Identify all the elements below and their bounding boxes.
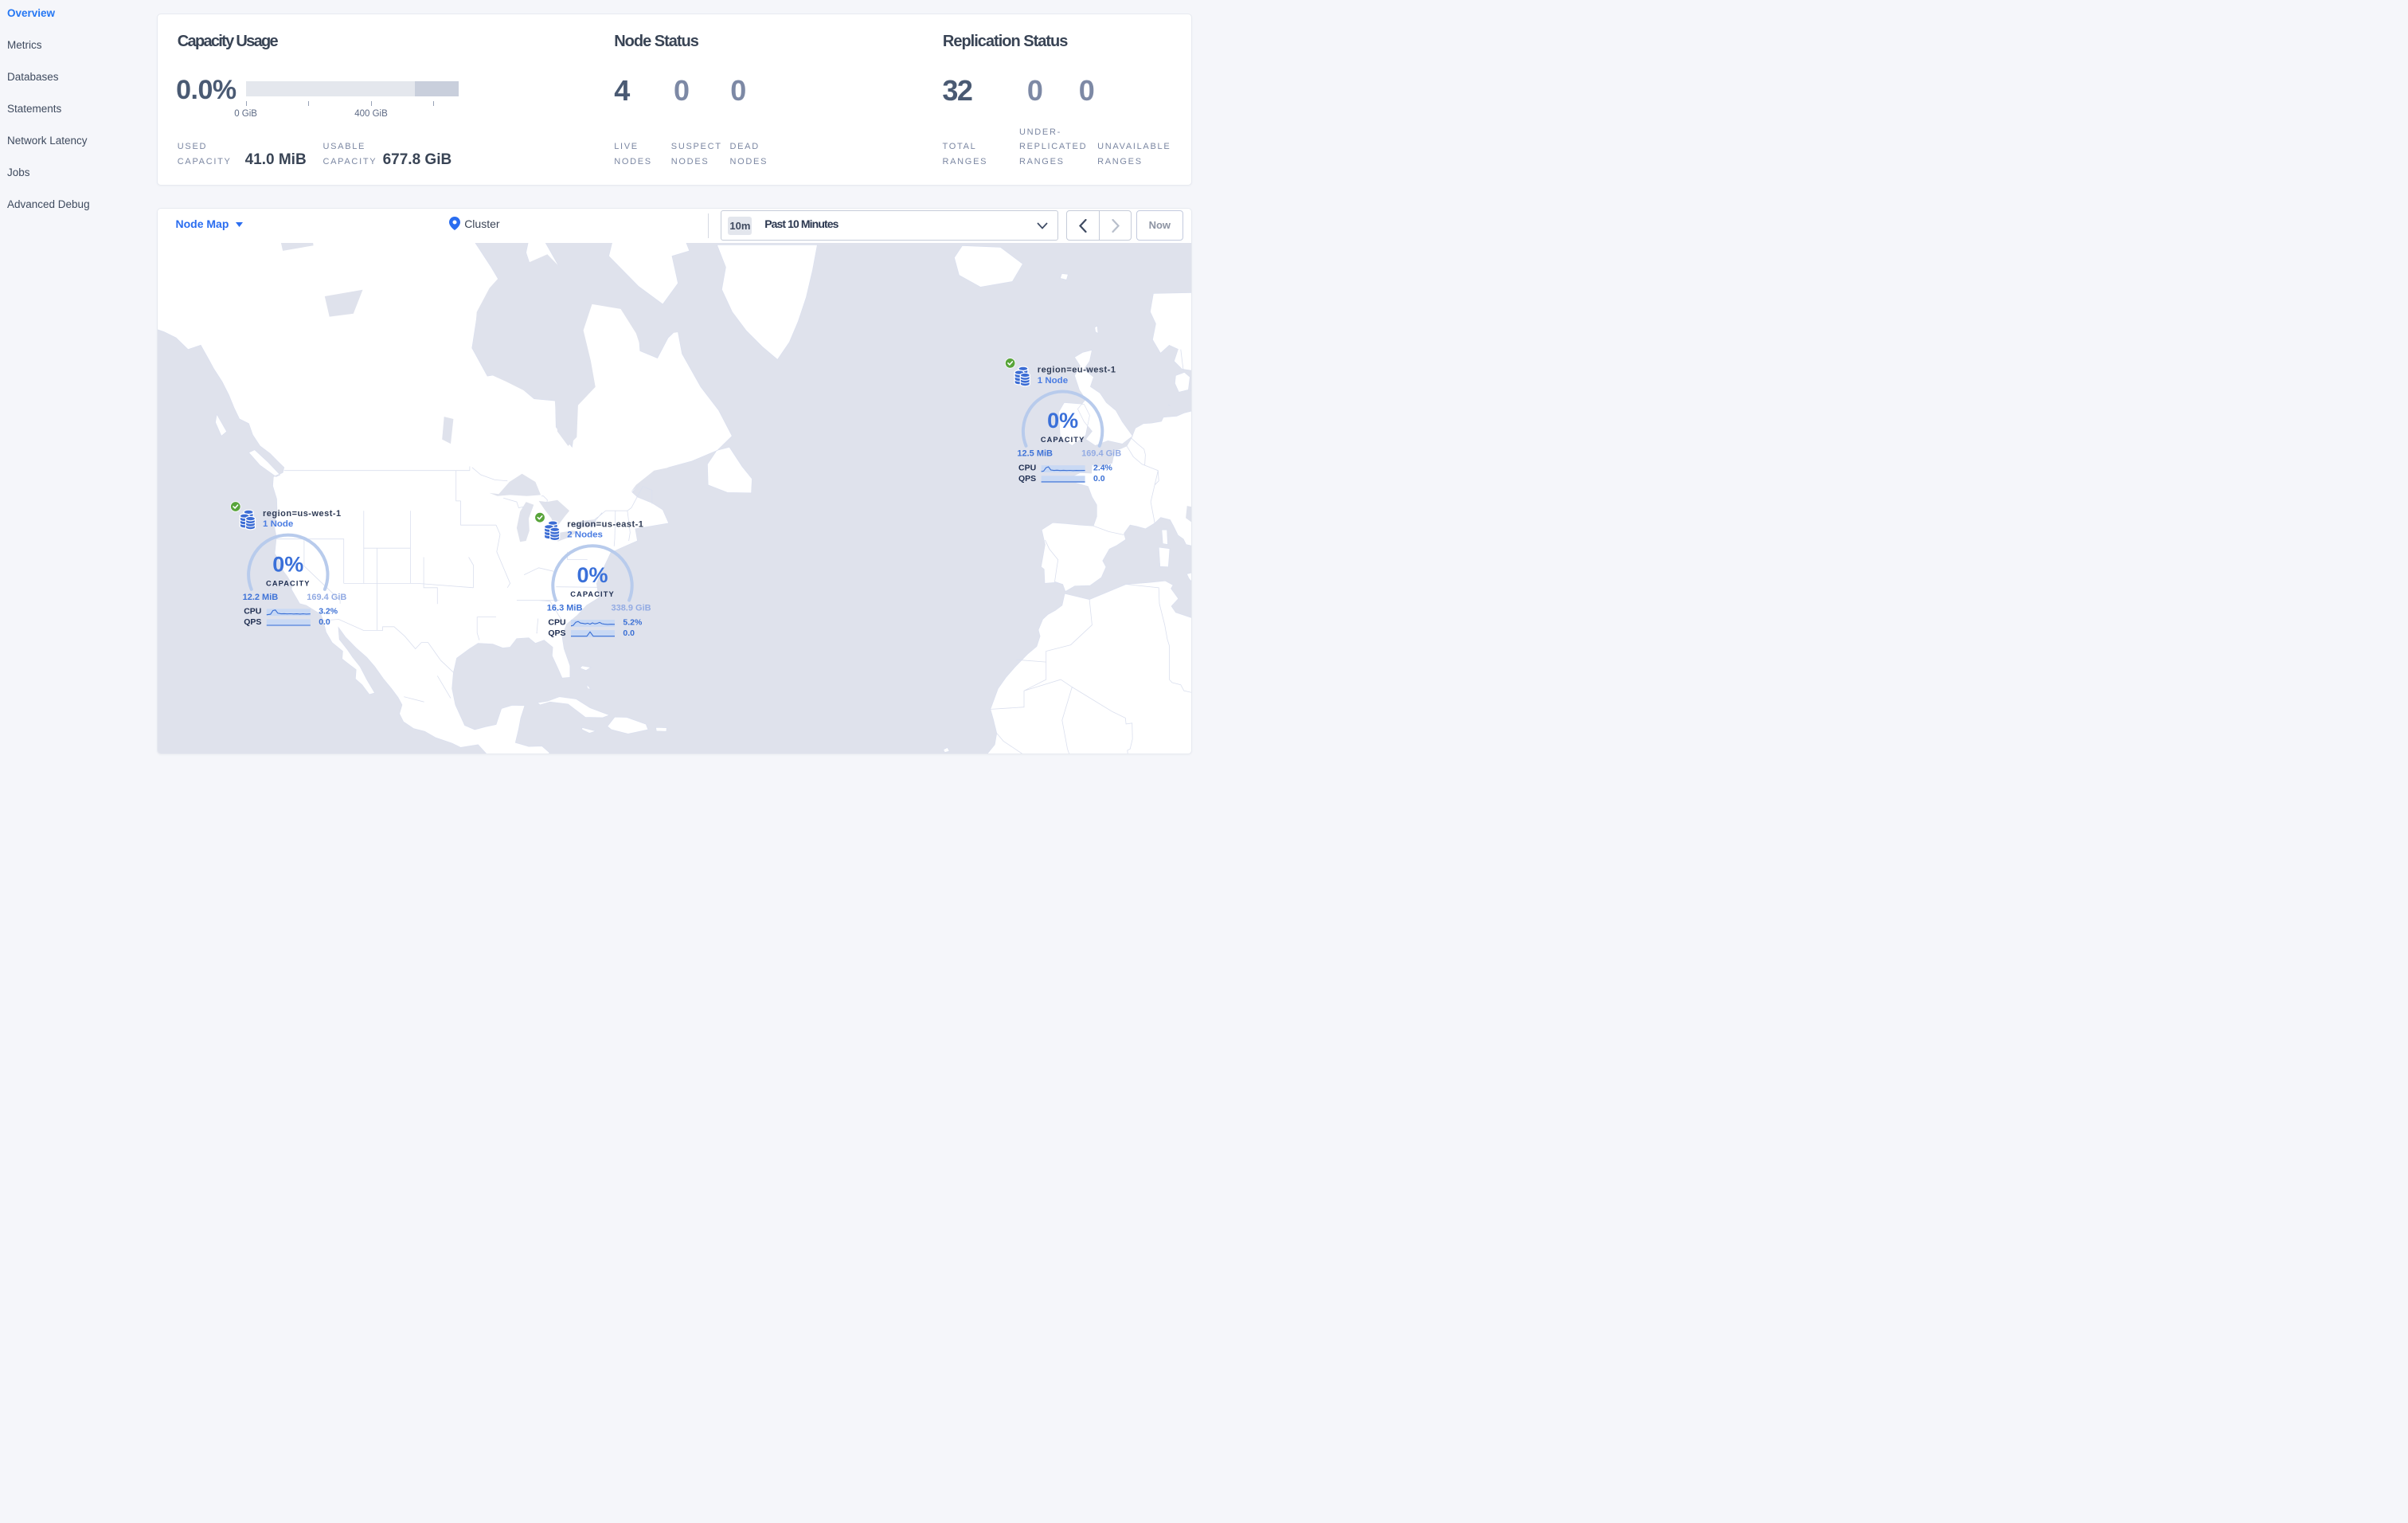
svg-text:0%: 0% (577, 562, 608, 586)
svg-text:region=us-west-1: region=us-west-1 (263, 508, 342, 518)
svg-text:3.2%: 3.2% (319, 607, 338, 616)
svg-text:16.3 MiB: 16.3 MiB (546, 603, 582, 613)
svg-text:338.9 GiB: 338.9 GiB (611, 603, 651, 613)
svg-text:QPS: QPS (548, 628, 565, 637)
svg-text:QPS: QPS (1018, 475, 1036, 484)
svg-text:169.4 GiB: 169.4 GiB (1081, 448, 1121, 458)
svg-text:CPU: CPU (1018, 464, 1036, 472)
svg-text:QPS: QPS (244, 618, 261, 627)
svg-text:region=eu-west-1: region=eu-west-1 (1037, 365, 1116, 374)
svg-text:0.0: 0.0 (319, 618, 330, 627)
svg-text:5.2%: 5.2% (623, 618, 643, 627)
svg-text:0%: 0% (272, 552, 303, 576)
svg-text:1 Node: 1 Node (263, 519, 293, 528)
svg-text:1 Node: 1 Node (1037, 375, 1067, 385)
svg-text:CAPACITY: CAPACITY (1040, 436, 1085, 444)
svg-text:169.4 GiB: 169.4 GiB (307, 592, 346, 601)
svg-text:CAPACITY: CAPACITY (266, 579, 311, 587)
svg-text:0.0: 0.0 (623, 628, 635, 637)
svg-text:region=us-east-1: region=us-east-1 (567, 519, 643, 529)
svg-text:CPU: CPU (244, 607, 261, 616)
svg-text:0%: 0% (1047, 409, 1078, 433)
svg-text:2 Nodes: 2 Nodes (567, 530, 603, 539)
svg-text:0.0: 0.0 (1093, 475, 1105, 484)
svg-text:CAPACITY: CAPACITY (570, 589, 615, 597)
svg-text:12.5 MiB: 12.5 MiB (1017, 448, 1053, 458)
svg-text:CPU: CPU (548, 618, 565, 627)
svg-text:2.4%: 2.4% (1093, 464, 1113, 472)
svg-text:12.2 MiB: 12.2 MiB (242, 592, 278, 601)
